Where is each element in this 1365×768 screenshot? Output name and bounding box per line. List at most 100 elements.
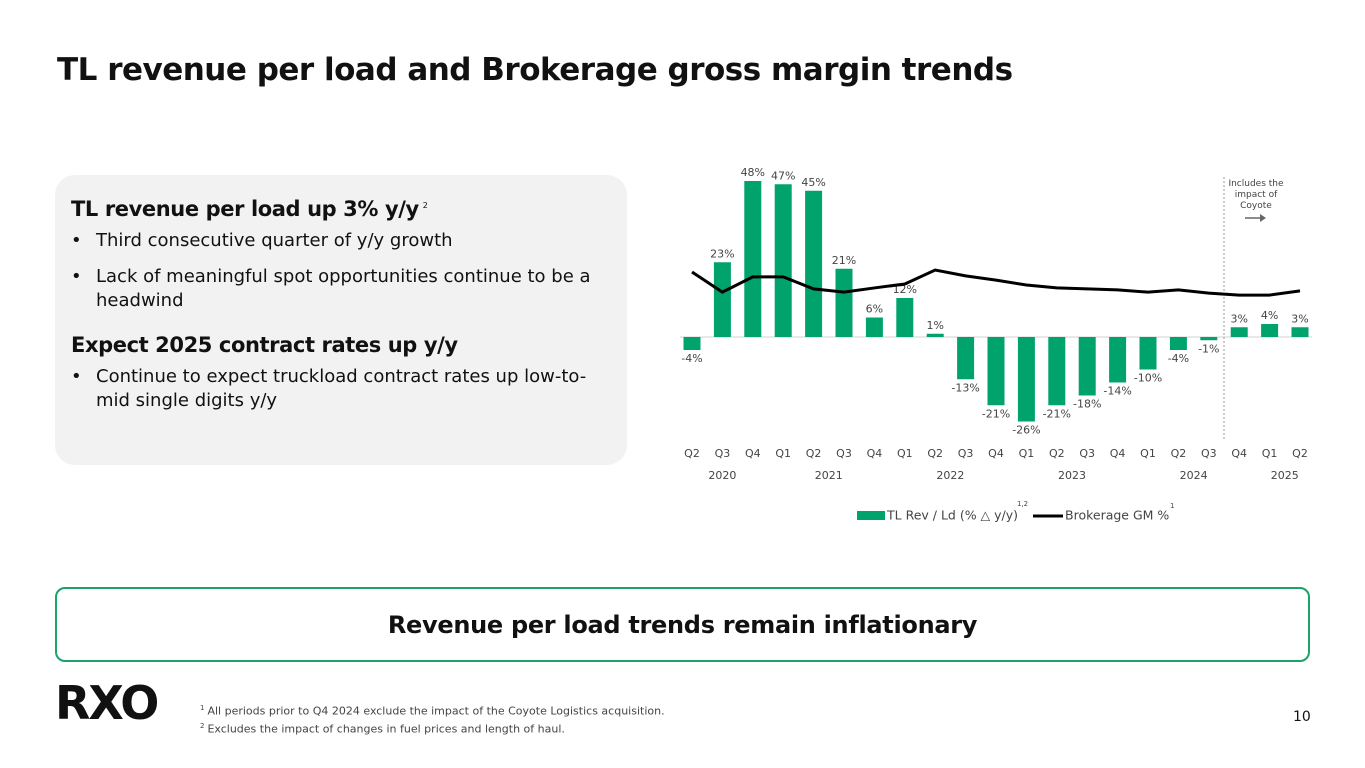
year-label: 2022 — [936, 469, 964, 482]
page-number: 10 — [1293, 709, 1311, 725]
bar — [987, 337, 1005, 406]
summary-panel: TL revenue per load up 3% y/y2 Third con… — [55, 175, 627, 465]
bar — [865, 317, 883, 337]
value-label: 1% — [926, 319, 943, 332]
bar — [926, 333, 944, 337]
x-tick-label: Q3 — [958, 447, 974, 460]
bar — [835, 268, 853, 337]
annotation-line: impact of — [1235, 190, 1278, 200]
x-tick-label: Q2 — [1292, 447, 1308, 460]
x-tick-label: Q4 — [988, 447, 1004, 460]
logo: RXO — [55, 676, 159, 730]
value-label: -21% — [982, 407, 1010, 420]
banner: Revenue per load trends remain inflation… — [55, 587, 1310, 662]
bullet: Third consecutive quarter of y/y growth — [71, 229, 616, 253]
x-tick-label: Q2 — [806, 447, 822, 460]
x-tick-label: Q4 — [745, 447, 761, 460]
value-label: -13% — [951, 381, 979, 394]
x-tick-label: Q2 — [684, 447, 700, 460]
x-tick-label: Q1 — [1140, 447, 1156, 460]
bar — [683, 337, 701, 350]
value-label: 47% — [771, 169, 795, 182]
bar — [1169, 337, 1187, 350]
x-tick-label: Q3 — [1201, 447, 1217, 460]
value-label: 23% — [710, 247, 734, 260]
value-label: 6% — [866, 303, 883, 316]
value-label: -4% — [681, 352, 702, 365]
summary-section: Expect 2025 contract rates up y/y Contin… — [71, 333, 611, 413]
bar — [1291, 327, 1309, 337]
summary-section: TL revenue per load up 3% y/y2 Third con… — [71, 197, 611, 313]
bar — [744, 181, 762, 337]
value-label: 48% — [741, 166, 765, 179]
footnote-text: All periods prior to Q4 2024 exclude the… — [207, 704, 665, 718]
value-label: -18% — [1073, 398, 1101, 411]
footnote: 2 Excludes the impact of changes in fuel … — [200, 719, 665, 737]
footnote: 1 All periods prior to Q4 2024 exclude th… — [200, 701, 665, 719]
annotation-line: Coyote — [1240, 201, 1272, 211]
bar — [957, 337, 975, 380]
value-label: -1% — [1198, 342, 1219, 355]
value-label: 3% — [1291, 312, 1308, 325]
annotation-line: Includes the — [1228, 179, 1284, 189]
arrow-head — [1260, 214, 1266, 222]
value-label: 3% — [1230, 312, 1247, 325]
legend-note: 1 — [1170, 502, 1174, 510]
x-tick-label: Q2 — [1171, 447, 1187, 460]
x-tick-label: Q2 — [927, 447, 943, 460]
bar — [1200, 337, 1218, 341]
chart: Q2 Q3 Q4 Q1 Q2 Q3 Q4 Q1 Q2 Q3 Q4 Q1 Q2 Q3 Q4 Q1 Q2 Q3 Q4 Q1… — [680, 166, 1312, 523]
x-tick-label: Q3 — [836, 447, 852, 460]
legend-note: 1,2 — [1017, 500, 1028, 508]
value-label: 21% — [832, 254, 856, 267]
bar — [1109, 337, 1127, 383]
value-label: 45% — [801, 176, 825, 189]
heading-note: 2 — [422, 201, 428, 210]
value-label: -10% — [1134, 372, 1162, 385]
bar — [1048, 337, 1066, 406]
annotation: Includes the impact of Coyote — [1228, 179, 1284, 211]
x-tick-label: Q3 — [715, 447, 731, 460]
bar — [1078, 337, 1096, 396]
bullet: Continue to expect truckload contract ra… — [71, 365, 616, 413]
x-tick-label: Q1 — [1262, 447, 1278, 460]
heading-text: TL revenue per load up 3% y/y — [71, 197, 419, 221]
value-label: -21% — [1043, 407, 1071, 420]
year-label: 2021 — [815, 469, 843, 482]
x-tick-label: Q4 — [1110, 447, 1126, 460]
bar — [1261, 324, 1279, 337]
x-tick-label: Q3 — [1079, 447, 1095, 460]
bar — [774, 184, 792, 337]
bar — [1139, 337, 1157, 370]
x-tick-label: Q4 — [867, 447, 883, 460]
legend-label: TL Rev / Ld (% △ y/y) — [886, 508, 1018, 523]
legend-label: Brokerage GM % — [1065, 508, 1169, 523]
slide-title: TL revenue per load and Brokerage gross … — [57, 52, 1013, 88]
x-tick-label: Q1 — [897, 447, 913, 460]
year-label: 2024 — [1180, 469, 1208, 482]
section-heading: Expect 2025 contract rates up y/y — [71, 333, 458, 357]
footnote-marker: 1 — [200, 704, 205, 712]
line — [691, 268, 1301, 297]
bullet: Lack of meaningful spot opportunities co… — [71, 265, 616, 313]
x-tick-label: Q1 — [1019, 447, 1035, 460]
bar — [1230, 327, 1248, 337]
footnotes: 1 All periods prior to Q4 2024 exclude th… — [200, 701, 665, 736]
value-label: -4% — [1168, 352, 1189, 365]
bar — [713, 262, 731, 337]
x-tick-label: Q4 — [1231, 447, 1247, 460]
value-label: -14% — [1103, 385, 1131, 398]
legend-swatch — [857, 511, 885, 520]
footnote-marker: 2 — [200, 721, 205, 730]
value-label: -26% — [1012, 424, 1040, 437]
bar — [805, 190, 823, 337]
x-tick-label: Q2 — [1049, 447, 1065, 460]
section-heading: TL revenue per load up 3% y/y 2 — [71, 197, 611, 221]
year-label: 2025 — [1271, 469, 1299, 482]
x-tick-label: Q1 — [775, 447, 791, 460]
value-label: 4% — [1261, 309, 1278, 322]
bar — [896, 298, 914, 337]
footnote-text: Excludes the impact of changes in fuel p… — [207, 722, 565, 736]
bar — [1017, 337, 1035, 422]
